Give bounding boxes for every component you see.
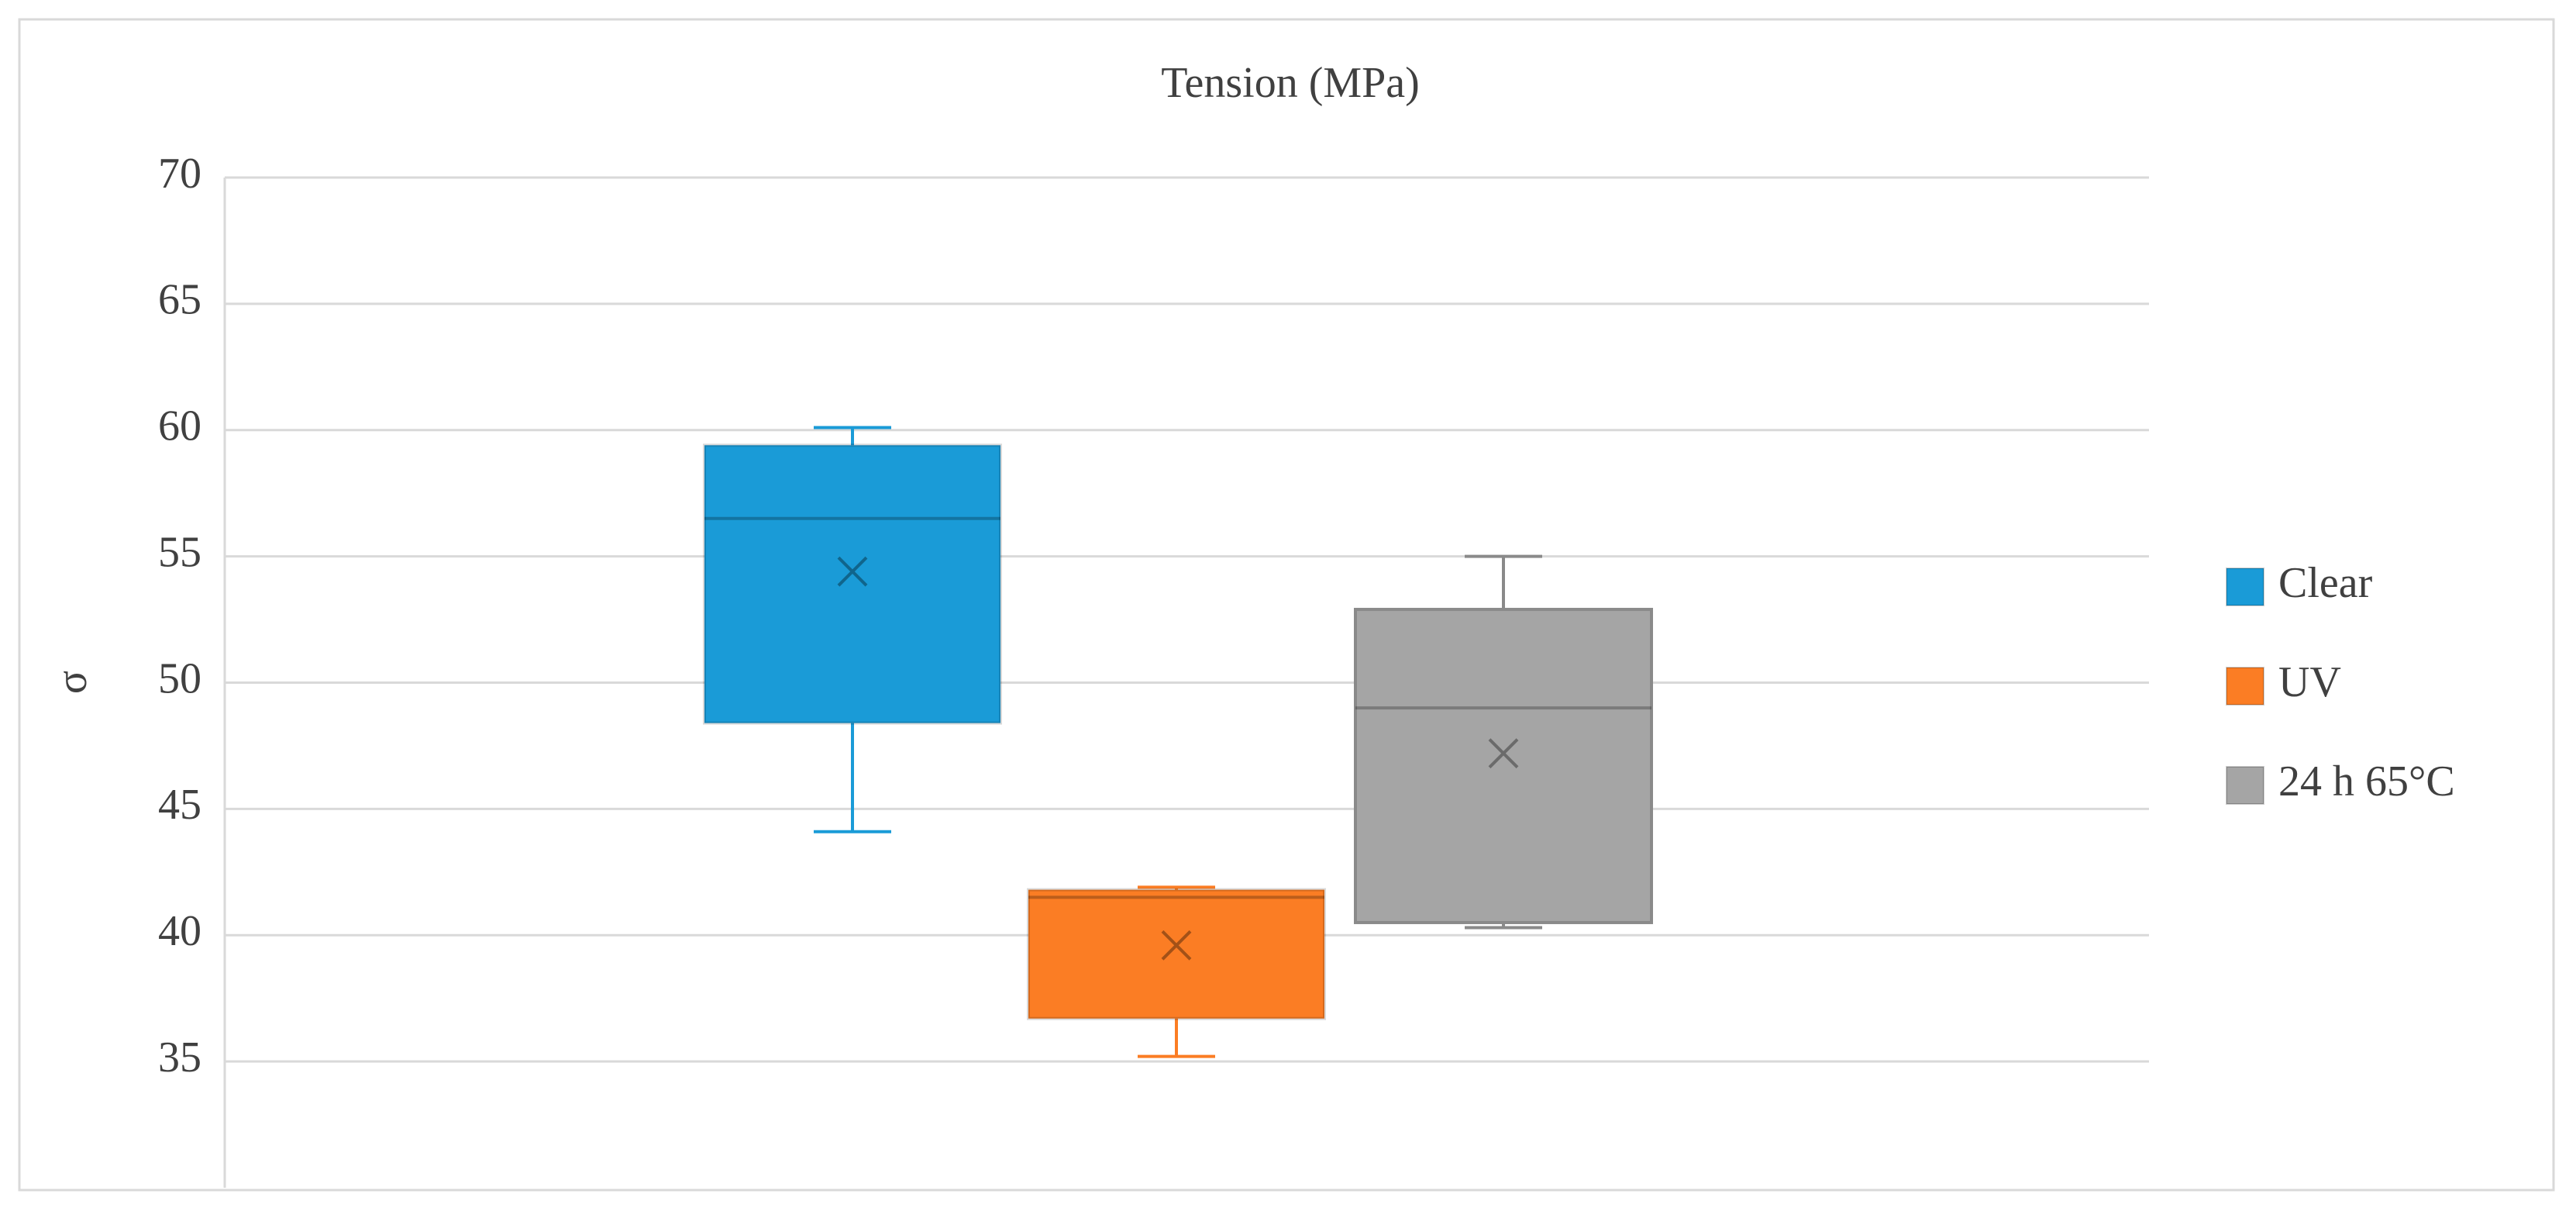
y-tick-label: 55 bbox=[158, 528, 201, 576]
mean-marker bbox=[1161, 930, 1192, 961]
box bbox=[1354, 608, 1653, 924]
chart-title: Tension (MPa) bbox=[1161, 59, 1420, 107]
legend-swatch bbox=[2226, 667, 2264, 706]
legend-swatch bbox=[2226, 766, 2264, 805]
y-tick-label: 35 bbox=[158, 1033, 201, 1082]
y-tick-label: 45 bbox=[158, 781, 201, 829]
mean-marker bbox=[837, 556, 868, 587]
box bbox=[703, 443, 1002, 725]
legend-label: 24 h 65°C bbox=[2278, 757, 2455, 806]
y-tick-label: 60 bbox=[158, 402, 201, 450]
y-tick-label: 40 bbox=[158, 907, 201, 955]
mean-marker bbox=[1488, 738, 1519, 769]
y-tick-label: 70 bbox=[158, 150, 201, 198]
legend-swatch bbox=[2226, 568, 2264, 606]
legend-label: Clear bbox=[2278, 559, 2373, 607]
y-axis-label: σ bbox=[48, 671, 96, 694]
box bbox=[1027, 888, 1326, 1020]
y-tick-label: 65 bbox=[158, 276, 201, 324]
y-tick-label: 50 bbox=[158, 654, 201, 702]
legend-label: UV bbox=[2278, 658, 2341, 706]
